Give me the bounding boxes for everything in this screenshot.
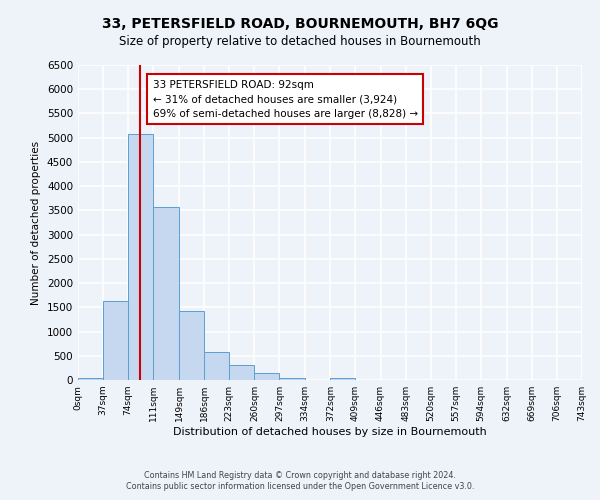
Bar: [78, 378, 103, 380]
Y-axis label: Number of detached properties: Number of detached properties: [31, 140, 41, 304]
Bar: [128, 134, 153, 380]
Text: Contains HM Land Registry data © Crown copyright and database right 2024.: Contains HM Land Registry data © Crown c…: [144, 471, 456, 480]
Bar: [229, 366, 254, 380]
Text: 33, PETERSFIELD ROAD, BOURNEMOUTH, BH7 6QG: 33, PETERSFIELD ROAD, BOURNEMOUTH, BH7 6…: [102, 18, 498, 32]
Text: 33 PETERSFIELD ROAD: 92sqm
← 31% of detached houses are smaller (3,924)
69% of s: 33 PETERSFIELD ROAD: 92sqm ← 31% of deta…: [152, 80, 418, 119]
Bar: [254, 373, 280, 380]
Bar: [103, 302, 128, 380]
Bar: [204, 352, 229, 380]
Text: Contains public sector information licensed under the Open Government Licence v3: Contains public sector information licen…: [126, 482, 474, 491]
Bar: [179, 311, 204, 380]
Bar: [280, 378, 305, 380]
Text: Size of property relative to detached houses in Bournemouth: Size of property relative to detached ho…: [119, 35, 481, 48]
Bar: [153, 206, 179, 380]
X-axis label: Distribution of detached houses by size in Bournemouth: Distribution of detached houses by size …: [173, 427, 487, 437]
Bar: [331, 378, 355, 380]
